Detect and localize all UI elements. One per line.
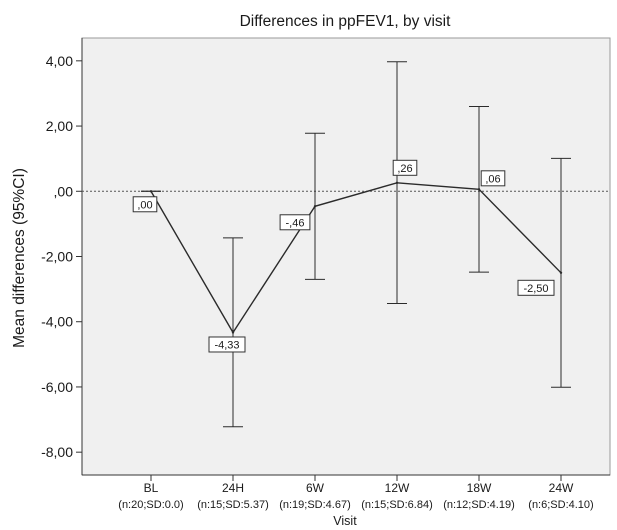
chart-title: Differences in ppFEV1, by visit [240,13,451,30]
data-point [231,331,235,334]
data-label-box [279,214,311,231]
data-point [395,181,399,184]
x-tick-label: 24H [222,481,244,495]
y-axis: 4,00 2,00 ,00 -2,00 -4,00 -6,00 -8,00 [41,38,83,475]
y-tick-label: ,00 [54,183,74,199]
y-tick-label: -8,00 [41,444,73,460]
x-tick-label: BL [144,481,159,495]
y-tick-label: -6,00 [41,379,73,395]
data-labels: ,00 -4,33 -,46 ,26 ,06 -2,50 [132,159,555,353]
data-label: -4,33 [214,339,239,351]
data-label-box [517,279,555,296]
x-tick-label: 18W [467,481,492,495]
data-point [477,188,481,191]
data-label-box [132,196,158,213]
x-tick-sublabel: (n:6;SD:4.10) [528,499,593,511]
y-tick-label: 4,00 [46,53,73,69]
x-tick-sublabel: (n:15;SD:6.84) [361,499,433,511]
x-tick-sublabel: (n:19;SD:4.67) [279,499,351,511]
data-point [313,205,317,208]
y-tick-label: 2,00 [46,118,73,134]
data-label-box [208,336,246,353]
data-label: -2,50 [523,283,548,295]
data-label: ,06 [485,173,500,185]
x-tick-label: 24W [549,481,574,495]
data-label: ,00 [137,199,152,211]
data-point [149,190,153,193]
data-label-box [480,170,506,187]
x-tick-label: 12W [385,481,410,495]
x-tick-sublabel: (n:12;SD:4.19) [443,499,515,511]
plot-area [81,37,611,476]
data-label: -,46 [286,217,305,229]
x-axis-title: Visit [333,514,357,528]
x-tick-sublabel: (n:20;SD:0.0) [118,499,183,511]
series-line-group [149,181,563,334]
y-axis-title: Mean differences (95%CI) [11,168,28,348]
y-tick-label: -2,00 [41,249,73,265]
data-label: ,26 [397,163,412,175]
x-tick-sublabel: (n:15;SD:5.37) [197,499,269,511]
series-line [150,182,562,334]
data-point [559,271,563,275]
data-label-box [392,159,418,176]
x-tick-label: 6W [306,481,325,495]
y-tick-label: -4,00 [41,314,73,330]
x-axis: BL (n:20;SD:0.0) 24H (n:15;SD:5.37) 6W (n:19;… [82,474,610,511]
